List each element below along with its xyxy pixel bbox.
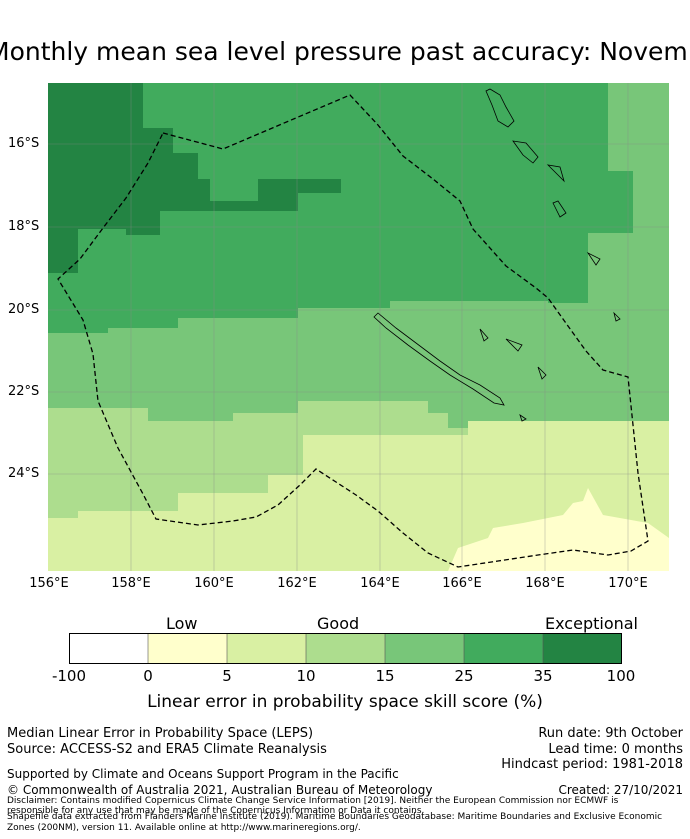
lat-label-22s: 22°S	[8, 384, 40, 399]
coastlines	[373, 88, 621, 422]
colorbar-tick-15: 15	[375, 667, 395, 685]
vanuatu-coast-3	[546, 164, 565, 183]
created-date: Created: 27/10/2021	[558, 783, 683, 797]
disclaimer-line-1: Disclaimer: Contains modified Copernicus…	[7, 796, 619, 806]
lead-time: Lead time: 0 months	[548, 742, 683, 757]
skill-map	[48, 83, 669, 571]
colorbar-tick-minus100: -100	[51, 667, 87, 685]
colorbar-segment-2	[226, 633, 307, 664]
lon-label-170e: 170°E	[608, 576, 648, 591]
lat-label-20s: 20°S	[8, 302, 40, 317]
colorbar-segment-6	[542, 633, 622, 664]
vanuatu-coast-2	[512, 140, 539, 164]
map-title: Monthly mean sea level pressure past acc…	[0, 37, 690, 66]
vanuatu-coast-5	[586, 251, 601, 266]
lon-label-158e: 158°E	[111, 576, 151, 591]
colorbar-segment-5	[463, 633, 544, 664]
lat-label-16s: 16°S	[8, 136, 40, 151]
colorbar-tick-35: 35	[533, 667, 553, 685]
lat-label-24s: 24°S	[8, 466, 40, 481]
disclaimer-line-2: responsible for any use that may be made…	[7, 806, 425, 816]
matthew-island	[613, 311, 621, 322]
loyalty-islands-3	[537, 366, 547, 380]
lat-label-18s: 18°S	[8, 219, 40, 234]
lon-label-156e: 156°E	[29, 576, 69, 591]
skill-region-cream	[448, 488, 669, 571]
vanuatu-coast-4	[552, 200, 567, 218]
skill-region-dark	[48, 83, 341, 273]
colorbar-tick-10: 10	[296, 667, 316, 685]
legend-category-good: Good	[317, 614, 360, 633]
disclaimer-line-4: Zones (200NM), version 11. Available onl…	[7, 823, 361, 833]
colorbar-tick-0: 0	[143, 667, 153, 685]
lon-label-162e: 162°E	[277, 576, 317, 591]
colorbar-tick-25: 25	[454, 667, 474, 685]
skill-region-cream-2	[568, 508, 583, 523]
source-text: Source: ACCESS-S2 and ERA5 Climate Reana…	[7, 742, 327, 757]
legend-category-exceptional: Exceptional	[545, 614, 638, 633]
colorbar-segment-0	[69, 633, 149, 664]
colorbar-segment-3	[305, 633, 386, 664]
walpole-island	[519, 414, 527, 422]
loyalty-islands-2	[505, 338, 523, 352]
colorbar-segment-4	[384, 633, 465, 664]
colorbar-label: Linear error in probability space skill …	[147, 692, 543, 712]
hindcast-period: Hindcast period: 1981-2018	[501, 757, 683, 772]
loyalty-islands-1	[479, 328, 489, 342]
supported-text: Supported by Climate and Oceans Support …	[7, 767, 399, 781]
graticule	[48, 83, 669, 571]
colorbar-tick-100: 100	[606, 667, 636, 685]
metric-text: Median Linear Error in Probability Space…	[7, 726, 314, 741]
lon-label-160e: 160°E	[194, 576, 234, 591]
run-date: Run date: 9th October	[538, 726, 683, 741]
lon-label-168e: 168°E	[525, 576, 565, 591]
eez-boundary	[57, 94, 649, 568]
legend-category-low: Low	[166, 614, 198, 633]
colorbar-tick-5: 5	[222, 667, 232, 685]
disclaimer-line-3: Shapefile data extracted from Flanders M…	[7, 812, 663, 822]
lon-label-166e: 166°E	[442, 576, 482, 591]
colorbar	[69, 633, 622, 664]
copyright-text: © Commonwealth of Australia 2021, Austra…	[7, 783, 433, 797]
new-caledonia-coast	[373, 312, 505, 406]
vanuatu-coast-1	[485, 88, 515, 128]
lon-label-164e: 164°E	[360, 576, 400, 591]
colorbar-segment-1	[147, 633, 228, 664]
